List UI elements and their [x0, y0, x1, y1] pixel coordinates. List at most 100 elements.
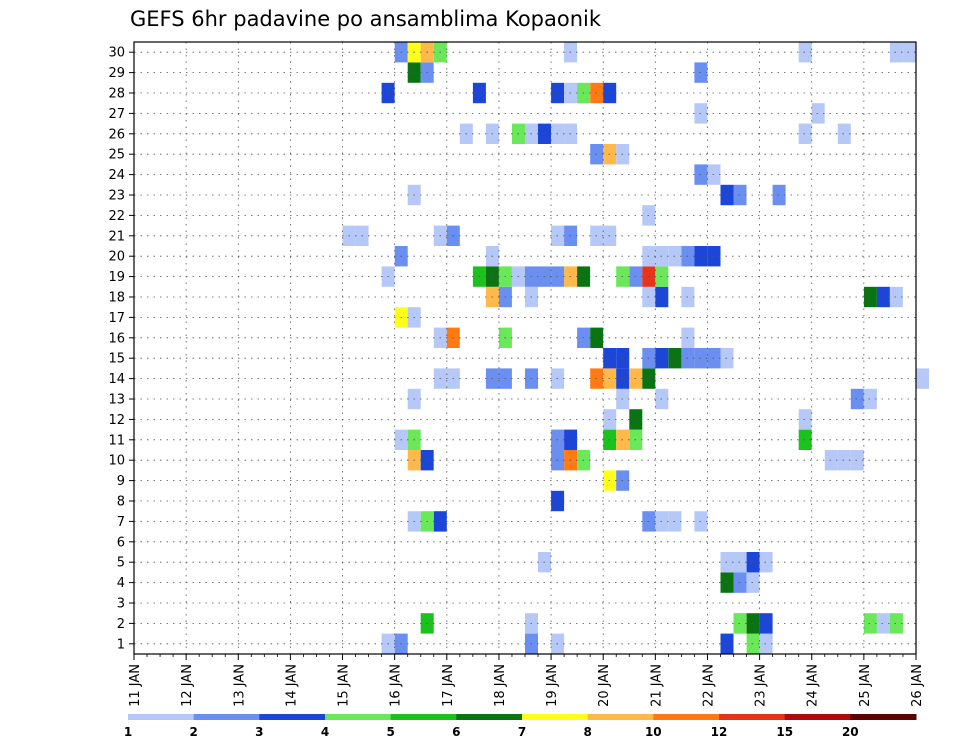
precip-cell [798, 429, 812, 450]
x-tick-label: 21 JAN [649, 664, 664, 707]
y-tick-label: 15 [108, 352, 125, 367]
precip-cell [889, 286, 903, 308]
precip-cell [759, 552, 773, 573]
y-tick-label: 8 [117, 495, 125, 510]
colorbar-label: 6 [452, 725, 460, 739]
y-tick-label: 22 [108, 209, 125, 224]
colorbar-swatch [587, 714, 654, 720]
y-tick-label: 21 [108, 229, 125, 244]
y-tick-label: 20 [108, 250, 125, 265]
precip-cell [837, 450, 851, 471]
colorbar-label: 2 [190, 725, 198, 739]
colorbar-swatch [784, 714, 851, 720]
y-tick-label: 26 [108, 127, 125, 142]
y-tick-label: 23 [108, 189, 125, 204]
y-tick-label: 17 [108, 311, 125, 326]
colorbar-swatch [522, 714, 589, 720]
colorbar-label: 20 [842, 725, 859, 739]
y-tick-label: 16 [108, 331, 125, 346]
precip-cell [863, 286, 877, 308]
precip-cell [863, 613, 877, 634]
y-tick-label: 18 [108, 291, 125, 306]
x-tick-label: 22 JAN [701, 664, 716, 707]
precip-cell [798, 42, 812, 63]
y-tick-label: 5 [117, 556, 125, 571]
x-tick-label: 23 JAN [754, 664, 769, 707]
y-tick-label: 10 [108, 454, 125, 469]
precip-cell [876, 613, 890, 634]
y-tick-label: 25 [108, 148, 125, 163]
y-tick-label: 14 [108, 372, 125, 387]
colorbar-swatch [259, 714, 326, 720]
y-axis: 1234567891011121314151617181920212223242… [108, 46, 134, 652]
colorbar-label: 1 [124, 725, 132, 739]
colorbar-label: 12 [711, 725, 728, 739]
colorbar-label: 4 [321, 725, 329, 739]
x-tick-label: 24 JAN [806, 664, 821, 707]
y-tick-label: 12 [108, 413, 125, 428]
y-tick-label: 13 [108, 393, 125, 408]
y-tick-label: 30 [108, 46, 125, 61]
y-tick-label: 27 [108, 107, 125, 122]
colorbar-label: 10 [645, 725, 662, 739]
x-axis: 11 JAN 12 JAN 13 JAN 14 JAN 15 JAN 16 JAN 17 J… [128, 654, 925, 707]
y-tick-label: 19 [108, 270, 125, 285]
x-tick-label: 11 JAN [128, 664, 143, 707]
colorbar-swatch [719, 714, 786, 720]
x-tick-label: 26 JAN [910, 664, 925, 707]
precip-cell [798, 123, 812, 144]
precip-cell [850, 388, 864, 410]
colorbar-swatch [325, 714, 392, 720]
y-tick-label: 24 [108, 168, 125, 183]
precip-cell [746, 633, 760, 654]
precip-cell [850, 450, 864, 471]
chart-title: GEFS 6hr padavine po ansamblima Kopaonik [130, 7, 602, 31]
precip-cell [811, 103, 825, 124]
colorbar-swatch [390, 714, 457, 720]
y-tick-label: 7 [117, 515, 125, 530]
precip-cell [798, 409, 812, 430]
y-tick-label: 2 [117, 617, 125, 632]
precip-cell [746, 613, 760, 634]
colorbar-swatch [128, 714, 195, 720]
precip-cell [759, 613, 773, 634]
y-tick-label: 6 [117, 535, 125, 550]
precip-cell [824, 450, 838, 471]
precip-cell [759, 633, 773, 654]
precip-cell [863, 388, 877, 410]
x-tick-label: 12 JAN [180, 664, 195, 707]
colorbar-swatch [850, 714, 917, 720]
colorbar-label: 7 [518, 725, 526, 739]
colorbar-label: 5 [387, 725, 395, 739]
x-tick-label: 14 JAN [284, 664, 299, 707]
precip-cell [889, 613, 903, 634]
x-tick-label: 19 JAN [545, 664, 560, 707]
precip-cell [903, 42, 916, 63]
precip-cell [876, 286, 890, 308]
y-tick-label: 4 [117, 576, 125, 591]
y-tick-label: 11 [108, 433, 125, 448]
colorbar-swatch [456, 714, 523, 720]
precip-cell [916, 368, 929, 389]
grid-layer [134, 42, 916, 654]
y-tick-label: 9 [117, 474, 125, 489]
colorbar-label: 8 [584, 725, 592, 739]
x-tick-label: 25 JAN [858, 664, 873, 707]
precip-cell [746, 552, 760, 573]
colorbar: 1 2 3 4 5 6 7 8 10 12 15 20 [124, 714, 917, 739]
x-tick-label: 15 JAN [337, 664, 352, 707]
y-tick-label: 1 [117, 637, 125, 652]
colorbar-swatch [653, 714, 720, 720]
y-tick-label: 29 [108, 66, 125, 81]
x-tick-label: 18 JAN [493, 664, 508, 707]
colorbar-swatch [193, 714, 260, 720]
x-tick-label: 20 JAN [597, 664, 612, 707]
precip-cell [889, 42, 903, 63]
precip-cell [772, 184, 786, 206]
precip-cell [837, 123, 851, 144]
x-tick-label: 13 JAN [232, 664, 247, 707]
x-tick-label: 17 JAN [441, 664, 456, 707]
y-tick-label: 3 [117, 597, 125, 612]
x-tick-label: 16 JAN [389, 664, 404, 707]
